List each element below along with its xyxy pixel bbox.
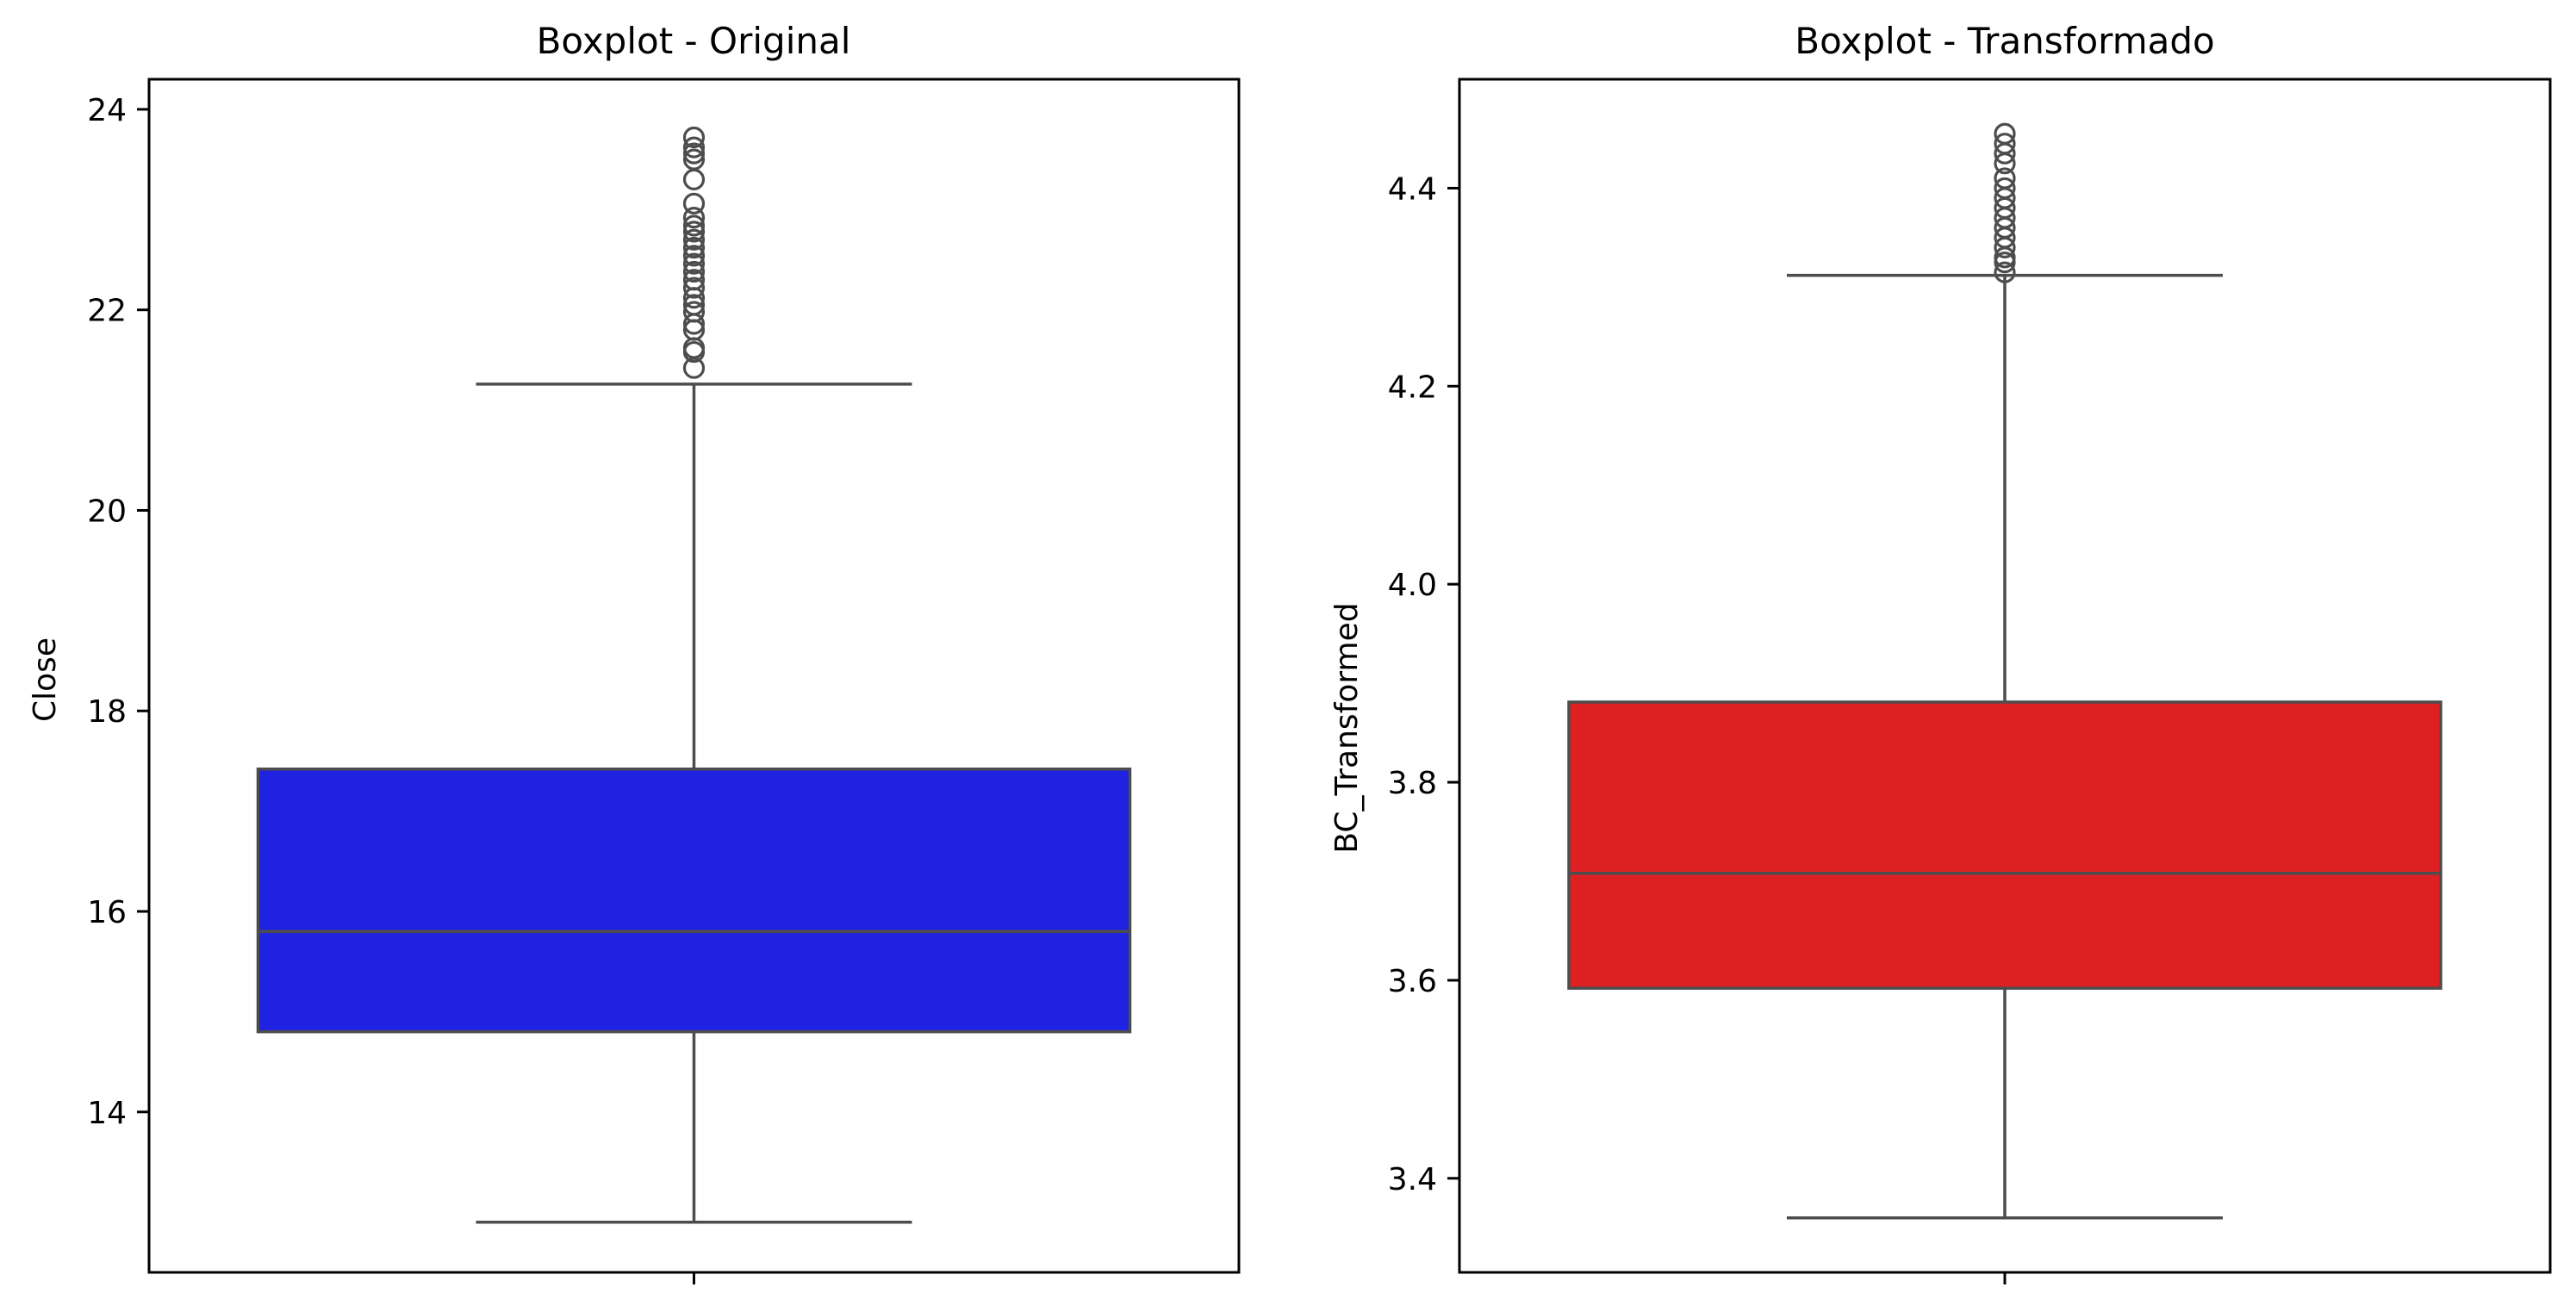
- y-axis-label: BC_Transformed: [1329, 602, 1365, 853]
- outlier-point: [682, 301, 706, 323]
- y-tick-label: 16: [87, 895, 127, 930]
- outlier-point: [1994, 167, 2016, 190]
- axes-frame: [147, 78, 1241, 1274]
- y-tick-label: 3.4: [1388, 1162, 1437, 1197]
- y-tick-label: 24: [87, 93, 127, 128]
- outlier-point: [682, 260, 706, 283]
- y-tick-label: 4.0: [1388, 568, 1437, 603]
- y-tick-label: 4.4: [1388, 171, 1437, 207]
- y-tick-label: 18: [87, 694, 127, 730]
- outlier-point: [682, 148, 706, 171]
- panel-transformado: Boxplot - Transformado BC_Transformed 3.…: [1329, 20, 2552, 1284]
- y-tick-label: 3.6: [1388, 964, 1437, 999]
- outlier-point: [1994, 122, 2016, 145]
- outlier-point: [682, 221, 706, 243]
- outlier-point: [682, 192, 706, 215]
- outlier-point: [1994, 261, 2016, 283]
- outlier-point: [1994, 133, 2016, 155]
- y-axis-label: Close: [28, 637, 63, 722]
- outlier-point: [682, 252, 706, 275]
- y-tick-label: 22: [87, 294, 127, 329]
- chart-title: Boxplot - Transformado: [1795, 20, 2214, 62]
- panel-original: Boxplot - Original Close 14 16 18 20 22 24: [28, 20, 1241, 1284]
- plot-area-original: 14 16 18 20 22 24: [87, 93, 1132, 1284]
- outlier-point: [1994, 177, 2016, 200]
- outlier-point: [682, 277, 706, 299]
- outlier-point: [682, 126, 706, 149]
- outlier-point: [682, 269, 706, 291]
- chart-title: Boxplot - Original: [537, 20, 851, 62]
- outlier-point: [682, 215, 706, 237]
- outlier-point: [682, 228, 706, 251]
- iqr-box: [256, 767, 1132, 1034]
- plot-area-transformado: 3.4 3.6 3.8 4.0 4.2 4.4: [1388, 122, 2442, 1284]
- y-tick-label: 3.8: [1388, 766, 1437, 801]
- outlier-point: [682, 142, 706, 165]
- outlier-point: [682, 136, 706, 159]
- outlier-point: [682, 245, 706, 267]
- y-tick-label: 14: [87, 1096, 127, 1131]
- axes-frame: [1458, 78, 2552, 1274]
- y-tick-label: 20: [87, 494, 127, 529]
- y-tick-label: 4.2: [1388, 370, 1437, 405]
- outlier-point: [682, 236, 706, 259]
- outlier-point: [682, 294, 706, 316]
- outlier-point: [682, 207, 706, 229]
- iqr-box: [1567, 700, 2442, 990]
